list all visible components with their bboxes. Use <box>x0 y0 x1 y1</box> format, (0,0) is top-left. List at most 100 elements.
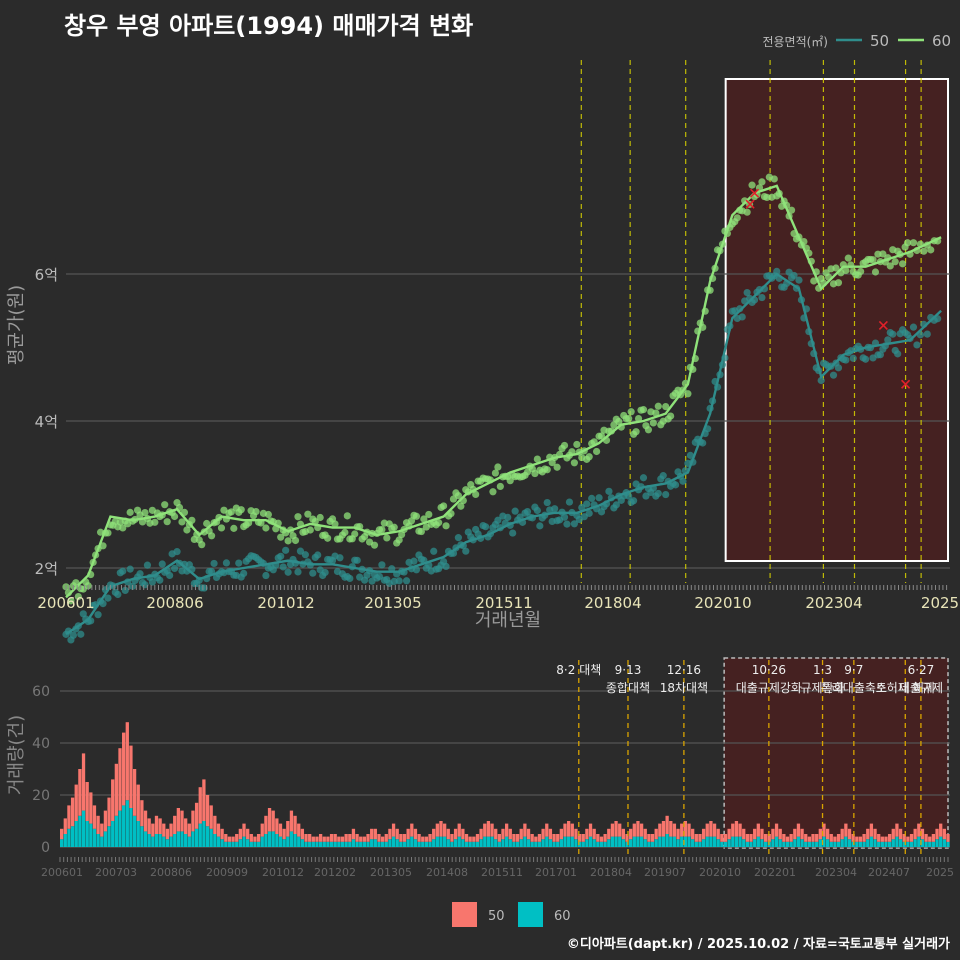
x-tick-label: 201408 <box>426 866 468 879</box>
data-point <box>378 561 386 569</box>
data-point <box>553 463 561 471</box>
bar-60 <box>723 841 728 847</box>
series-60-line <box>65 184 942 599</box>
data-point <box>378 525 386 534</box>
bar-50 <box>187 823 191 837</box>
data-point <box>615 417 623 426</box>
data-point <box>323 534 332 542</box>
bar-50 <box>78 769 82 816</box>
bar-50 <box>132 769 137 816</box>
data-point <box>301 551 309 559</box>
bar-50 <box>424 836 429 842</box>
bar-50 <box>683 821 688 837</box>
bar-60 <box>629 839 633 847</box>
x-tick-label: 201305 <box>370 866 412 879</box>
bar-60 <box>585 839 589 847</box>
bar-60 <box>596 841 600 847</box>
bar-50 <box>122 732 126 806</box>
bar-50 <box>669 821 673 837</box>
bar-50 <box>231 836 235 842</box>
data-point <box>104 594 112 602</box>
bar-50 <box>125 722 129 801</box>
data-point <box>279 563 287 571</box>
bar-60 <box>253 841 257 847</box>
data-point <box>294 513 302 521</box>
policy-date-label: 1·3 <box>813 663 832 677</box>
bar-60 <box>380 841 385 847</box>
data-point <box>390 523 398 531</box>
y-tick-label: 0 <box>41 840 50 856</box>
data-point <box>284 568 292 576</box>
data-point <box>899 260 907 268</box>
bar-60 <box>654 839 658 847</box>
bar-50 <box>129 745 133 808</box>
bar-50 <box>585 828 589 840</box>
bar-60 <box>588 836 593 847</box>
data-point <box>563 520 571 528</box>
data-point <box>903 239 912 247</box>
bar-50 <box>545 823 549 837</box>
data-point <box>743 288 751 297</box>
bar-50 <box>712 823 717 837</box>
data-point <box>262 524 270 532</box>
bar-60 <box>439 836 443 847</box>
bar-50 <box>169 823 173 837</box>
bar-60 <box>194 828 199 847</box>
bar-50 <box>924 834 928 842</box>
data-point <box>891 258 899 266</box>
data-point <box>178 518 186 526</box>
bar-50 <box>745 834 750 842</box>
bar-50 <box>100 823 104 837</box>
bar-60 <box>887 841 892 847</box>
bar-50 <box>596 834 600 842</box>
x-tick-label: 201511 <box>481 866 523 879</box>
bar-50 <box>687 823 691 837</box>
data-point <box>585 453 593 461</box>
bar-50 <box>793 828 797 840</box>
bar-50 <box>486 821 491 837</box>
bar-50 <box>417 834 421 842</box>
bar-50 <box>388 828 392 840</box>
data-point <box>649 419 657 427</box>
data-point <box>126 508 134 516</box>
data-point <box>69 631 78 639</box>
data-point <box>264 510 272 519</box>
x-tick-label: 201305 <box>364 594 421 612</box>
bar-50 <box>658 823 662 837</box>
bar-50 <box>847 828 852 840</box>
bar-50 <box>778 828 782 840</box>
x-tick-label: 200806 <box>150 866 192 879</box>
bar-50 <box>391 823 396 837</box>
data-point <box>889 330 897 338</box>
bar-60 <box>694 841 698 847</box>
data-point <box>420 515 428 523</box>
data-point <box>551 505 559 513</box>
bar-60 <box>202 821 206 847</box>
bar-50 <box>512 834 516 842</box>
bar-60 <box>362 841 367 847</box>
bar-50 <box>461 828 465 840</box>
bar-60 <box>395 839 399 847</box>
y-tick-label: 20 <box>32 788 50 804</box>
bar-50 <box>887 834 892 842</box>
y-tick-label: 6억 <box>35 266 58 284</box>
bar-50 <box>767 834 771 842</box>
highlight-box <box>724 78 949 562</box>
bar-50 <box>249 834 253 842</box>
bar-60 <box>442 836 447 847</box>
bar-50 <box>698 834 702 842</box>
bar-60 <box>224 841 228 847</box>
data-point <box>523 507 532 516</box>
bar-60 <box>618 836 622 847</box>
bar-60 <box>698 841 702 847</box>
cancelled-mark <box>878 320 888 331</box>
bar-50 <box>300 828 305 840</box>
bar-60 <box>96 834 100 847</box>
data-point <box>927 246 935 254</box>
bar-60 <box>238 839 243 847</box>
data-point <box>871 268 880 276</box>
bar-60 <box>450 841 454 847</box>
data-point <box>869 256 877 264</box>
data-point <box>417 527 425 536</box>
bar-50 <box>96 815 100 834</box>
